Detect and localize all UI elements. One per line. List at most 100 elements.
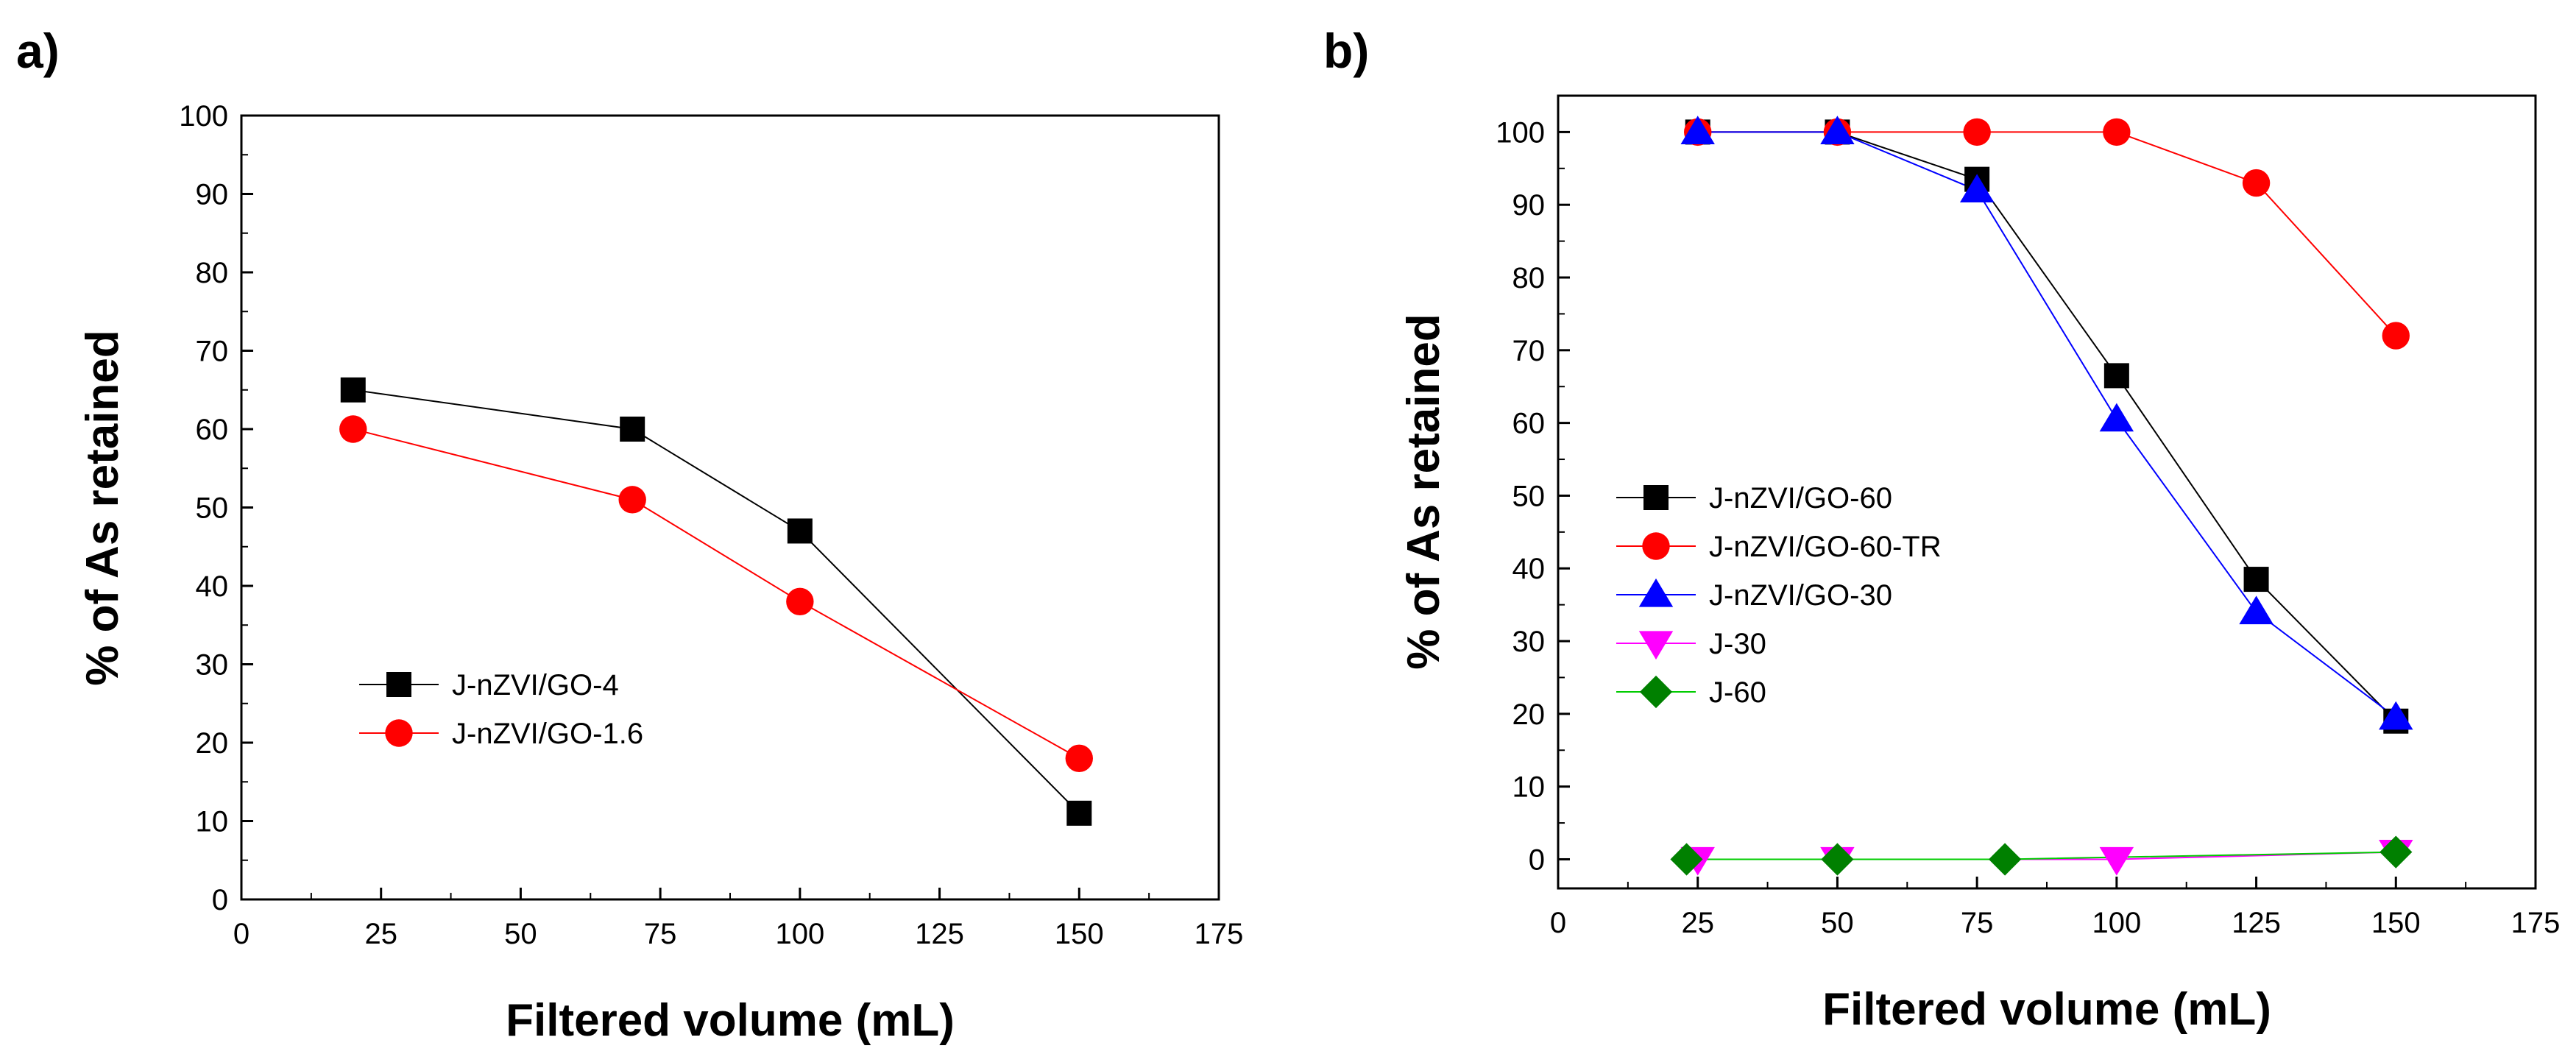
data-point-j-nzvi-go-60 [2103, 363, 2129, 389]
panel-label-b: b) [1323, 24, 1369, 78]
y-tick-label: 80 [196, 257, 229, 289]
legend-marker-j-30 [1638, 631, 1674, 660]
y-tick-label: 100 [1496, 116, 1545, 149]
data-point-j-nzvi-go-60-tr [2242, 169, 2271, 197]
data-point-j-nzvi-go-30 [1680, 116, 1715, 144]
x-tick-label: 25 [1681, 907, 1714, 939]
x-tick-label: 0 [233, 918, 250, 950]
axes-a: 0 25 50 75 100 125 150 175 0 10 20 30 40 50 60 70 80 90 10… [179, 100, 1243, 950]
data-point-j-nzvi-go-4 [340, 377, 366, 403]
series-lines-a [353, 389, 1080, 814]
data-point-j-30 [2099, 846, 2134, 876]
series-lines-b [1686, 131, 2397, 860]
x-tick-label: 175 [2511, 907, 2561, 939]
data-point-j-nzvi-go-4 [787, 518, 813, 544]
x-tick-label: 125 [915, 918, 964, 950]
plot-frame-a [240, 114, 1220, 901]
y-tick-label: 10 [1512, 771, 1546, 804]
y-tick-label: 60 [196, 414, 229, 446]
x-tick-label: 125 [2232, 907, 2281, 939]
data-point-j-nzvi-go-30 [2099, 403, 2134, 432]
y-tick-label: 80 [1512, 262, 1546, 294]
plot-frame-b [1557, 94, 2537, 890]
legend-label-j-nzvi-go-4: J-nZVI/GO-4 [452, 669, 619, 701]
series-markers-a [339, 377, 1093, 826]
legend-label-j-nzvi-go-30: J-nZVI/GO-30 [1709, 579, 1892, 612]
data-point-j-60 [1670, 843, 1703, 876]
panel-b: b) 0 25 50 75 100 125 150 175 0 10 20 30 40 50 60 70 80 9… [1323, 24, 2560, 1035]
y-tick-label: 30 [1512, 626, 1546, 658]
y-tick-label: 70 [1512, 335, 1546, 367]
data-point-j-nzvi-go-60-tr [2382, 322, 2410, 350]
legend-marker-j-nzvi-go-60-tr [1642, 532, 1670, 560]
y-tick-label: 20 [196, 727, 229, 760]
y-tick-label: 0 [212, 884, 228, 916]
data-point-j-nzvi-go-30 [1959, 174, 1995, 203]
legend-marker-j-nzvi-go-60 [1643, 485, 1669, 510]
axes-b: 0 25 50 75 100 125 150 175 0 10 20 30 40 50 60 70 80 90 10… [1496, 116, 2560, 939]
y-tick-label: 10 [196, 806, 229, 838]
legend-label-j-30: J-30 [1709, 628, 1766, 660]
y-tick-label: 40 [196, 570, 229, 603]
x-tick-label: 50 [504, 918, 537, 950]
data-point-j-nzvi-go-4 [620, 417, 645, 442]
y-tick-label: 60 [1512, 408, 1546, 440]
data-point-j-nzvi-go-30 [1820, 116, 1855, 144]
x-axis-title-b: Filtered volume (mL) [1822, 984, 2271, 1035]
x-tick-label: 150 [2371, 907, 2421, 939]
series-line-j-nzvi-go-1-6 [353, 428, 1080, 760]
data-point-j-nzvi-go-1-6 [339, 415, 367, 443]
data-point-j-60 [1988, 843, 2022, 876]
x-tick-label: 175 [1195, 918, 1244, 950]
y-tick-label: 40 [1512, 553, 1546, 585]
x-tick-label: 0 [1550, 907, 1566, 939]
legend-label-j-nzvi-go-1-6: J-nZVI/GO-1.6 [452, 718, 643, 750]
x-tick-label: 150 [1055, 918, 1104, 950]
data-point-j-nzvi-go-60-tr [2103, 118, 2131, 146]
legend-marker-j-nzvi-go-1-6 [385, 719, 413, 747]
x-tick-label: 75 [1961, 907, 1994, 939]
legend-label-j-nzvi-go-60: J-nZVI/GO-60 [1709, 482, 1892, 514]
data-point-j-nzvi-go-30 [2239, 595, 2274, 625]
y-tick-label: 100 [179, 100, 228, 132]
y-tick-label: 0 [1529, 843, 1545, 876]
data-point-j-nzvi-go-1-6 [618, 486, 646, 514]
x-tick-label: 75 [644, 918, 677, 950]
series-line-j-nzvi-go-30 [1697, 131, 2396, 718]
y-tick-label: 50 [196, 492, 229, 525]
legend-b: J-nZVI/GO-60 J-nZVI/GO-60-TR J-nZVI/GO-30 J… [1616, 482, 1942, 709]
y-tick-label: 90 [196, 179, 229, 211]
x-tick-label: 100 [2092, 907, 2141, 939]
data-point-j-nzvi-go-60-tr [1963, 118, 1991, 146]
x-axis-title-a: Filtered volume (mL) [506, 995, 955, 1046]
data-point-j-nzvi-go-1-6 [1065, 744, 1093, 772]
y-tick-label: 90 [1512, 189, 1546, 222]
y-tick-label: 70 [196, 336, 229, 368]
y-tick-label: 20 [1512, 698, 1546, 731]
legend-marker-j-60 [1639, 675, 1673, 709]
data-point-j-60 [1821, 843, 1854, 876]
y-axis-title-a: % of As retained [77, 330, 128, 685]
data-point-j-nzvi-go-1-6 [786, 587, 814, 615]
data-point-j-nzvi-go-30 [2379, 701, 2413, 730]
x-tick-label: 50 [1821, 907, 1854, 939]
panel-label-a: a) [16, 24, 60, 78]
x-tick-label: 25 [364, 918, 397, 950]
panel-a: a) 0 25 50 75 100 125 150 175 0 10 20 30 40 50 60 70 80 9… [16, 24, 1243, 1046]
legend-a: J-nZVI/GO-4 J-nZVI/GO-1.6 [359, 669, 643, 750]
data-point-j-nzvi-go-4 [1066, 800, 1092, 826]
legend-marker-j-nzvi-go-30 [1638, 578, 1674, 607]
legend-marker-j-nzvi-go-4 [386, 672, 411, 697]
legend-label-j-60: J-60 [1709, 676, 1766, 709]
y-tick-label: 50 [1512, 480, 1546, 512]
y-tick-label: 30 [196, 649, 229, 682]
series-markers-b [1670, 116, 2413, 876]
series-line-j-nzvi-go-4 [353, 389, 1080, 814]
x-tick-label: 100 [775, 918, 824, 950]
data-point-j-nzvi-go-60 [2243, 567, 2269, 593]
data-point-j-60 [2379, 835, 2413, 869]
series-line-j-60 [1686, 851, 2396, 860]
y-axis-title-b: % of As retained [1398, 314, 1449, 669]
legend-label-j-nzvi-go-60-tr: J-nZVI/GO-60-TR [1709, 531, 1942, 563]
